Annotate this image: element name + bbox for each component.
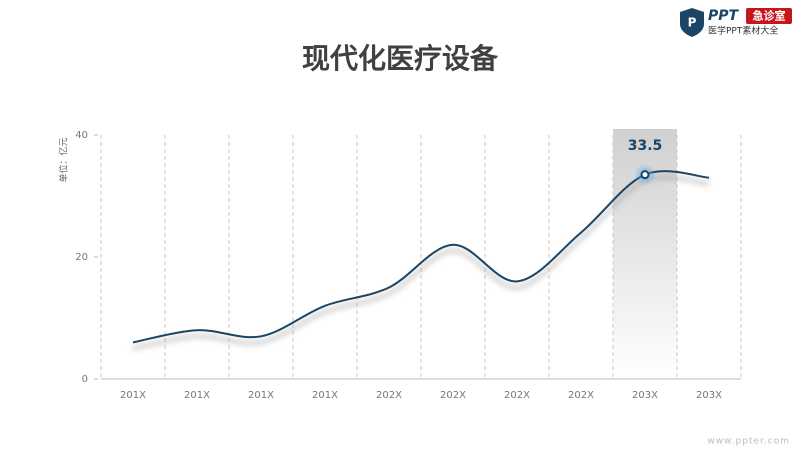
line [132,170,710,344]
y-tick-label: 40 [75,130,88,141]
x-tick-label: 202X [504,390,530,401]
logo-badge: 急诊室 [753,9,786,23]
x-tick-label: 202X [440,390,466,401]
logo-badge-bg [746,8,792,24]
logo-shield [680,8,704,37]
chart-title: 现代化医疗设备 [302,42,499,75]
footer-url: www.ppter.com [707,437,790,447]
x-tick-label: 202X [376,390,402,401]
x-tick-label: 202X [568,390,594,401]
logo-tagline: 医学PPT素材大全 [708,25,778,37]
y-tick-label: 0 [82,374,88,385]
logo: P PPT 急诊室 医学PPT素材大全 [680,8,792,37]
x-tick-label: 201X [312,390,338,401]
y-tick-label: 20 [75,252,88,263]
x-tick-label: 201X [120,390,146,401]
logo-brand: PPT [708,8,740,24]
y-axis-label: 单位：亿元 [58,137,70,182]
x-tick-label: 203X [696,390,722,401]
x-tick-label: 201X [184,390,210,401]
data-label: 33.5 [628,138,663,154]
highlight-point [640,170,650,180]
x-tick-label: 201X [248,390,274,401]
x-tick-label: 203X [632,390,658,401]
line-shadow [132,175,710,351]
logo-letter: P [688,16,697,30]
